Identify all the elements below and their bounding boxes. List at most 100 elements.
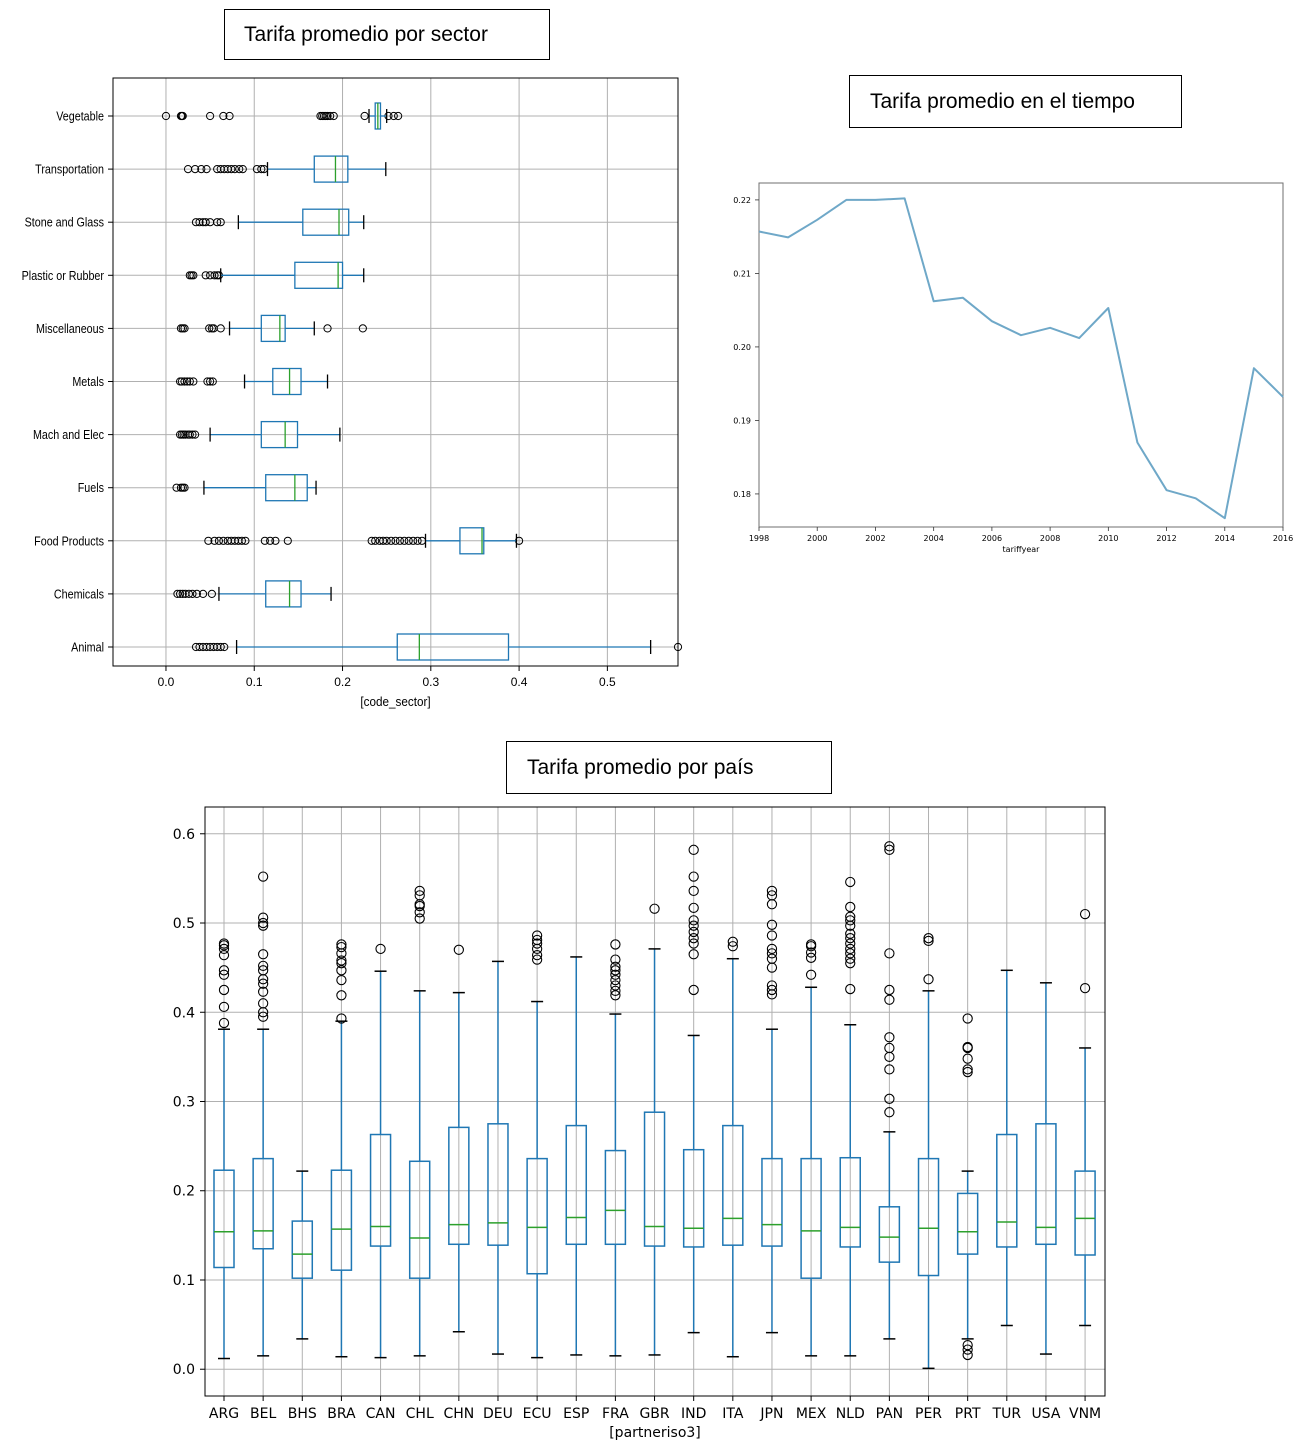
sector-flier (409, 536, 418, 545)
sector-flier (219, 536, 228, 545)
country-flier (257, 960, 269, 972)
country-plot-frame (204, 806, 1106, 1397)
country-flier (414, 907, 425, 918)
country-flier (884, 1032, 895, 1043)
sector-box (459, 527, 485, 555)
sector-box (265, 580, 302, 608)
country-flier (962, 1344, 973, 1355)
sector-flier (220, 642, 229, 652)
sector-flier (227, 165, 236, 174)
country-flier (884, 1093, 895, 1104)
country-flier (845, 943, 856, 955)
country-flier (257, 965, 269, 976)
sector-flier (202, 165, 211, 174)
sector-flier (237, 536, 246, 545)
country-flier (257, 986, 269, 997)
country-category-label: FRA (602, 1406, 629, 1422)
country-flier (414, 885, 425, 897)
country-flier (884, 1042, 895, 1054)
time-ytick-label: 0.18 (733, 490, 751, 499)
country-flier (688, 844, 699, 855)
sector-flier (266, 536, 275, 545)
country-flier (610, 974, 621, 986)
country-flier (218, 1017, 230, 1029)
sector-box (396, 633, 510, 661)
country-flier (923, 974, 934, 985)
country-flier (218, 938, 230, 949)
country-box (996, 1133, 1018, 1248)
sector-flier (382, 536, 391, 545)
sector-xtick-label: 0.5 (599, 675, 616, 689)
country-flier (884, 1107, 895, 1118)
country-flier (805, 939, 817, 950)
country-category-label: ESP (563, 1406, 589, 1422)
sector-category-label: Food Products (34, 535, 104, 549)
sector-flier (161, 111, 171, 121)
country-flier (845, 876, 856, 888)
sector-flier (195, 218, 204, 227)
sector-flier (230, 165, 239, 174)
sector-flier (189, 377, 198, 386)
sector-flier (216, 218, 225, 227)
country-ytick-label: 0.6 (173, 827, 195, 843)
country-category-label: ITA (722, 1406, 744, 1422)
country-box (956, 1192, 979, 1255)
sector-flier (203, 377, 212, 386)
sector-flier (183, 377, 192, 386)
sector-category-label: Stone and Glass (25, 216, 105, 230)
sector-flier (329, 111, 338, 121)
sector-category-label: Fuels (78, 481, 104, 495)
country-flier (218, 969, 230, 980)
country-flier (531, 954, 543, 965)
sector-flier (323, 324, 332, 333)
country-box (722, 1124, 744, 1246)
country-flier (884, 841, 895, 852)
country-category-label: NLD (836, 1406, 865, 1422)
country-flier (845, 933, 856, 944)
country-flier (766, 890, 778, 901)
sector-flier (257, 165, 266, 174)
sector-box (260, 420, 299, 449)
country-flier (727, 936, 738, 947)
country-flier (375, 943, 386, 955)
sector-flier (204, 536, 213, 545)
country-ytick-label: 0.0 (173, 1362, 195, 1378)
country-box (408, 1160, 431, 1279)
country-category-label: USA (1031, 1406, 1060, 1422)
country-flier (336, 955, 347, 966)
country-category-label: CHL (406, 1406, 434, 1422)
country-box (761, 1157, 783, 1247)
country-flier (688, 926, 699, 938)
country-box (643, 1111, 666, 1247)
country-flier (962, 1339, 973, 1351)
sector-flier (197, 165, 206, 174)
time-xtick-label: 2014 (1215, 534, 1235, 543)
time-xtick-label: 2008 (1040, 534, 1060, 543)
country-flier (688, 984, 699, 996)
sector-category-label: Chemicals (54, 588, 104, 602)
country-flier (610, 965, 621, 976)
sector-flier (178, 111, 187, 121)
sector-flier (208, 377, 217, 386)
country-flier (257, 917, 269, 929)
sector-flier (404, 536, 413, 545)
country-category-label: PAN (876, 1406, 904, 1422)
sector-flier (238, 165, 247, 174)
sector-category-label: Plastic or Rubber (22, 269, 104, 283)
country-category-label: ECU (523, 1406, 552, 1422)
time-chart (755, 182, 1284, 531)
country-flier (610, 969, 621, 980)
country-flier (845, 948, 856, 959)
time-ytick-label: 0.22 (733, 196, 751, 205)
country-flier (218, 1001, 230, 1013)
sector-chart-title-text: Tarifa promedio por sector (244, 23, 488, 46)
country-flier (336, 965, 347, 976)
sector-category-label: Metals (72, 375, 104, 389)
country-box (878, 1206, 901, 1263)
country-flier (845, 915, 856, 926)
sector-flier (326, 111, 335, 121)
country-box (917, 1157, 940, 1277)
country-flier (923, 935, 934, 947)
country-box (604, 1149, 627, 1246)
